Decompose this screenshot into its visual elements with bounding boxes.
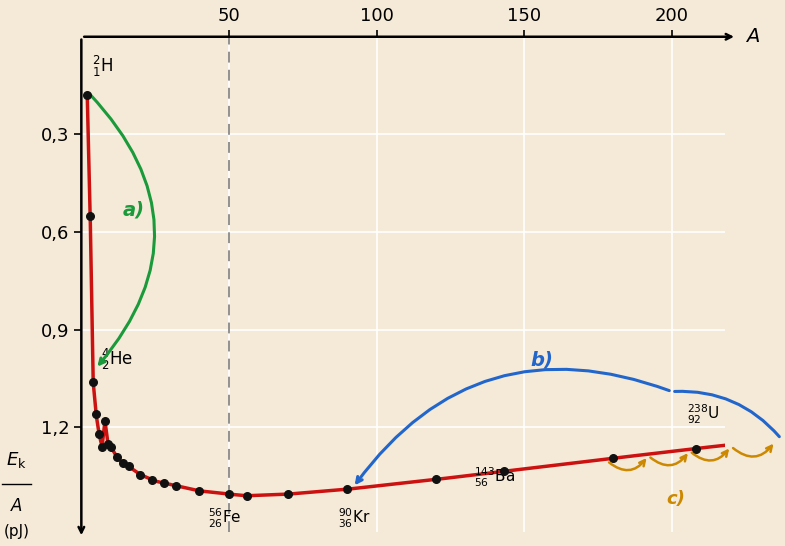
Point	[84, 211, 97, 220]
Point	[104, 443, 117, 452]
Text: $^{90}_{36}$Kr: $^{90}_{36}$Kr	[338, 507, 371, 530]
Text: $^{143}_{56}$Ba: $^{143}_{56}$Ba	[474, 466, 516, 489]
Text: a): a)	[122, 201, 144, 220]
Point	[341, 485, 353, 494]
Point	[240, 491, 253, 500]
Point	[99, 417, 111, 425]
Text: $^2_1$H: $^2_1$H	[92, 54, 112, 79]
Point	[498, 467, 510, 476]
Point	[607, 454, 619, 462]
Point	[158, 479, 170, 488]
Point	[87, 377, 100, 386]
Text: $E_\mathrm{k}$: $E_\mathrm{k}$	[6, 450, 27, 470]
Point	[429, 475, 442, 484]
Point	[101, 440, 114, 448]
Text: $^{238}_{92}$U: $^{238}_{92}$U	[687, 403, 720, 426]
Point	[223, 490, 235, 498]
Text: b): b)	[530, 351, 553, 370]
Point	[81, 91, 93, 100]
Point	[116, 459, 129, 467]
Point	[93, 430, 105, 438]
Point	[122, 462, 135, 471]
Text: c): c)	[666, 490, 685, 508]
Point	[146, 476, 159, 484]
Point	[170, 481, 182, 490]
Point	[89, 410, 102, 419]
Text: (pJ): (pJ)	[3, 524, 29, 539]
Point	[111, 452, 123, 461]
Point	[689, 444, 702, 453]
Point	[134, 470, 147, 479]
Text: $^{56}_{26}$Fe: $^{56}_{26}$Fe	[208, 507, 242, 530]
Point	[282, 490, 294, 498]
Point	[193, 486, 206, 495]
Text: A: A	[746, 27, 759, 46]
Point	[778, 435, 785, 443]
Text: $A$: $A$	[10, 496, 23, 514]
Text: $^4_2$He: $^4_2$He	[100, 347, 133, 372]
Point	[96, 443, 108, 452]
